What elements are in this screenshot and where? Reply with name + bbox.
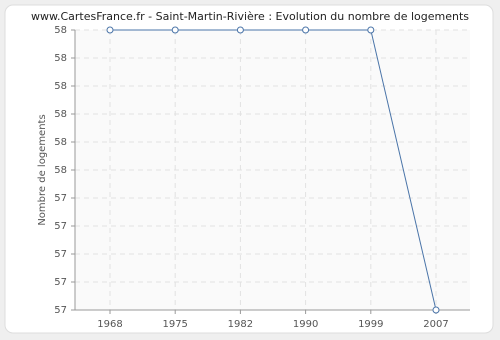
x-tick-label: 1990 [293, 319, 318, 330]
y-tick-label: 58 [54, 165, 67, 176]
data-point [106, 26, 114, 34]
y-tick-label: 58 [54, 137, 67, 148]
data-point [432, 306, 440, 314]
y-tick-label: 57 [54, 221, 67, 232]
y-tick-label: 57 [54, 193, 67, 204]
x-tick-label: 2007 [423, 319, 448, 330]
data-point [302, 26, 310, 34]
line-series [110, 29, 437, 311]
y-tick-label: 58 [54, 25, 67, 36]
x-tick-label: 1982 [228, 319, 253, 330]
y-tick-label: 58 [54, 53, 67, 64]
y-tick-label: 57 [54, 277, 67, 288]
y-tick-label: 57 [54, 305, 67, 316]
data-point [236, 26, 244, 34]
x-tick-label: 1999 [358, 319, 383, 330]
data-point [171, 26, 179, 34]
data-point [367, 26, 375, 34]
y-tick-label: 58 [54, 81, 67, 92]
y-axis-label: Nombre de logements [37, 114, 48, 225]
y-tick-label: 58 [54, 109, 67, 120]
x-tick-label: 1968 [97, 319, 122, 330]
x-tick-label: 1975 [162, 319, 187, 330]
y-tick-label: 57 [54, 249, 67, 260]
chart-title: www.CartesFrance.fr - Saint-Martin-Riviè… [31, 10, 469, 23]
